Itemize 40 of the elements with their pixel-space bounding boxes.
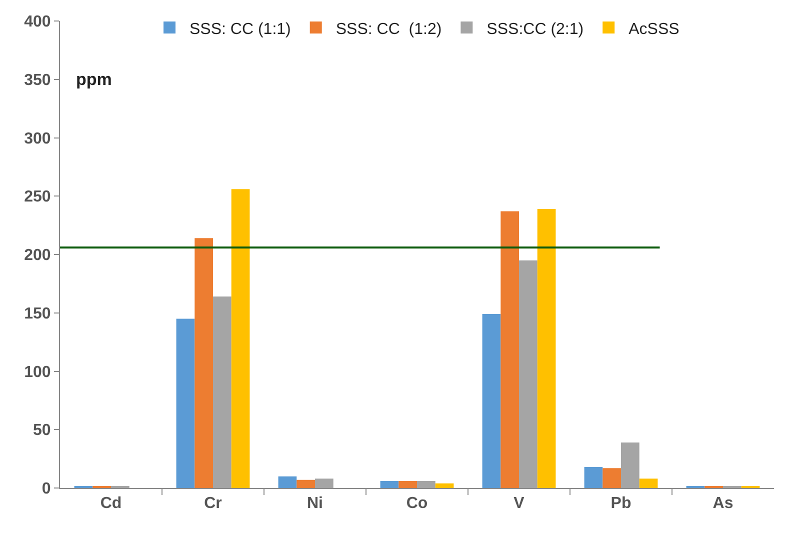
legend-label: SSS: CC (1:1) bbox=[190, 20, 291, 38]
bar bbox=[435, 483, 454, 488]
bar bbox=[278, 476, 297, 488]
y-tick-label: 50 bbox=[33, 422, 51, 440]
bar bbox=[315, 478, 334, 488]
bar bbox=[584, 466, 603, 488]
x-tick-label: Co bbox=[406, 495, 428, 512]
bar bbox=[380, 481, 399, 488]
y-tick-label: 100 bbox=[24, 364, 51, 381]
bar bbox=[482, 314, 501, 488]
y-tick-label: 0 bbox=[42, 480, 51, 498]
bar bbox=[296, 480, 315, 488]
legend-label: SSS: CC (1:2) bbox=[336, 20, 442, 38]
x-tick-label: As bbox=[712, 495, 734, 512]
y-tick-label: 350 bbox=[24, 72, 51, 89]
bar bbox=[500, 211, 519, 488]
x-tick-label: Cd bbox=[100, 495, 122, 512]
bar bbox=[231, 189, 250, 488]
annotation: ppm bbox=[76, 70, 112, 89]
x-tick-label: Ni bbox=[307, 495, 323, 512]
legend-label: SSS:CC (2:1) bbox=[486, 20, 584, 38]
bar bbox=[537, 208, 556, 488]
x-tick-label: Pb bbox=[610, 495, 632, 512]
legend-label: AcSSS bbox=[628, 20, 680, 38]
y-tick-label: 250 bbox=[24, 188, 51, 206]
bar bbox=[176, 318, 195, 488]
bar bbox=[417, 481, 436, 488]
y-tick-label: 200 bbox=[24, 247, 51, 264]
bar bbox=[519, 260, 538, 488]
y-tick-label: 300 bbox=[24, 130, 51, 148]
bar bbox=[621, 442, 640, 488]
x-tick-label: V bbox=[514, 495, 525, 512]
bar bbox=[213, 296, 232, 488]
bar bbox=[398, 481, 417, 488]
y-tick-label: 400 bbox=[24, 14, 51, 31]
x-tick-label: Cr bbox=[204, 495, 222, 512]
bar bbox=[602, 468, 621, 488]
bar bbox=[194, 238, 213, 488]
y-tick-label: 150 bbox=[24, 305, 51, 322]
bar bbox=[639, 478, 658, 488]
